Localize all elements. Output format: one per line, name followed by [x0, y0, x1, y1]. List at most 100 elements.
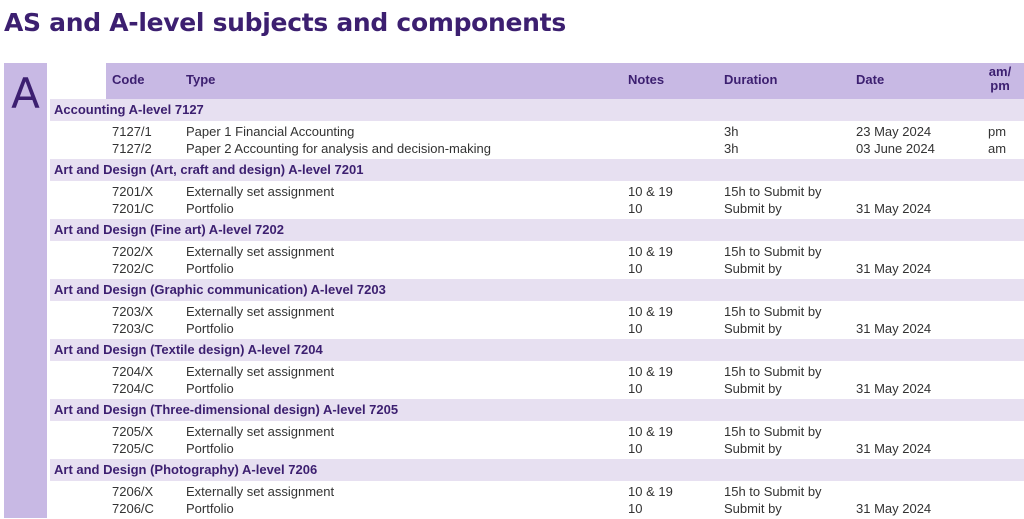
component-notes: 10	[628, 261, 643, 276]
component-notes: 10 & 19	[628, 424, 673, 439]
subject-name: Art and Design (Photography) A-level 720…	[54, 462, 318, 477]
component-code: 7127/1	[112, 124, 152, 139]
header-ampm-line1: am/	[988, 64, 1012, 79]
component-group: 7201/X Externally set assignment 10 & 19 15…	[50, 181, 1024, 219]
component-type: Portfolio	[186, 261, 234, 276]
table-row: 7201/C Portfolio 10 Submit by 31 May 2024	[50, 200, 1024, 217]
component-type: Portfolio	[186, 441, 234, 456]
subjects-table: Code Type Notes Duration Date am/ pm Acc…	[50, 63, 1024, 519]
component-notes: 10	[628, 321, 643, 336]
header-code: Code	[112, 72, 145, 87]
table-row: 7206/C Portfolio 10 Submit by 31 May 2024	[50, 500, 1024, 517]
component-notes: 10 & 19	[628, 484, 673, 499]
component-type: Externally set assignment	[186, 304, 335, 319]
component-date: 31 May 2024	[856, 321, 932, 336]
subject-name: Art and Design (Graphic communication) A…	[54, 282, 386, 297]
component-code: 7202/C	[112, 261, 154, 276]
table-row: 7127/2 Paper 2 Accounting for analysis an…	[50, 140, 1024, 157]
subject-name: Art and Design (Three-dimensional design…	[54, 402, 399, 417]
header-ampm-line2: pm	[990, 78, 1010, 93]
component-duration: 15h to Submit by	[724, 424, 822, 439]
component-group: 7205/X Externally set assignment 10 & 19 15…	[50, 421, 1024, 459]
header-notes: Notes	[628, 72, 665, 87]
component-group: 7204/X Externally set assignment 10 & 19 15…	[50, 361, 1024, 399]
component-code: 7203/X	[112, 304, 154, 319]
table-row: 7203/X Externally set assignment 10 & 19 15…	[50, 303, 1024, 320]
section-letter: A	[11, 69, 40, 118]
header-type: Type	[186, 72, 216, 87]
header-duration: Duration	[724, 72, 778, 87]
table-row: 7202/C Portfolio 10 Submit by 31 May 2024	[50, 260, 1024, 277]
component-code: 7205/X	[112, 424, 154, 439]
component-code: 7201/X	[112, 184, 154, 199]
table-row: 7206/X Externally set assignment 10 & 19 15…	[50, 483, 1024, 500]
component-date: 03 June 2024	[856, 141, 935, 156]
table-header: Code Type Notes Duration Date am/ pm	[106, 63, 1024, 99]
subject-heading: Art and Design (Art, craft and design) A…	[50, 159, 1024, 181]
subject-name: Art and Design (Fine art) A-level 7202	[54, 222, 284, 237]
subject-heading: Art and Design (Photography) A-level 720…	[50, 459, 1024, 481]
component-ampm: pm	[988, 124, 1007, 139]
component-duration: Submit by	[724, 381, 782, 396]
table-row: 7204/C Portfolio 10 Submit by 31 May 2024	[50, 380, 1024, 397]
component-code: 7206/C	[112, 501, 154, 516]
component-notes: 10	[628, 381, 643, 396]
component-code: 7201/C	[112, 201, 154, 216]
header-ampm: am/ pm	[980, 65, 1020, 93]
component-notes: 10	[628, 201, 643, 216]
component-duration: 3h	[724, 141, 739, 156]
component-date: 31 May 2024	[856, 261, 932, 276]
component-group: 7202/X Externally set assignment 10 & 19 15…	[50, 241, 1024, 279]
component-duration: 15h to Submit by	[724, 244, 822, 259]
component-code: 7204/X	[112, 364, 154, 379]
component-type: Externally set assignment	[186, 184, 335, 199]
component-type: Portfolio	[186, 381, 234, 396]
subject-heading: Accounting A-level 7127	[50, 99, 1024, 121]
component-duration: Submit by	[724, 321, 782, 336]
table-row: 7203/C Portfolio 10 Submit by 31 May 2024	[50, 320, 1024, 337]
component-date: 23 May 2024	[856, 124, 932, 139]
component-notes: 10 & 19	[628, 364, 673, 379]
component-duration: Submit by	[724, 441, 782, 456]
component-duration: Submit by	[724, 501, 782, 516]
subject-name: Art and Design (Textile design) A-level …	[54, 342, 323, 357]
table-body: Accounting A-level 7127 7127/1 Paper 1 Fin…	[50, 99, 1024, 519]
component-type: Externally set assignment	[186, 364, 335, 379]
component-type: Externally set assignment	[186, 424, 335, 439]
component-notes: 10 & 19	[628, 184, 673, 199]
component-notes: 10 & 19	[628, 244, 673, 259]
subject-name: Accounting A-level 7127	[54, 102, 204, 117]
component-type: Portfolio	[186, 321, 234, 336]
component-duration: 15h to Submit by	[724, 184, 822, 199]
component-date: 31 May 2024	[856, 501, 932, 516]
table-row: 7127/1 Paper 1 Financial Accounting 3h 23 M…	[50, 123, 1024, 140]
component-duration: 15h to Submit by	[724, 364, 822, 379]
component-code: 7127/2	[112, 141, 152, 156]
component-date: 31 May 2024	[856, 381, 932, 396]
subject-heading: Art and Design (Textile design) A-level …	[50, 339, 1024, 361]
table-row: 7201/X Externally set assignment 10 & 19 15…	[50, 183, 1024, 200]
component-duration: Submit by	[724, 201, 782, 216]
component-duration: 3h	[724, 124, 739, 139]
component-duration: 15h to Submit by	[724, 484, 822, 499]
component-group: 7203/X Externally set assignment 10 & 19 15…	[50, 301, 1024, 339]
component-type: Externally set assignment	[186, 244, 335, 259]
subject-heading: Art and Design (Three-dimensional design…	[50, 399, 1024, 421]
component-type: Externally set assignment	[186, 484, 335, 499]
component-ampm: am	[988, 141, 1007, 156]
component-code: 7205/C	[112, 441, 154, 456]
component-type: Paper 2 Accounting for analysis and deci…	[186, 141, 491, 156]
component-duration: Submit by	[724, 261, 782, 276]
component-duration: 15h to Submit by	[724, 304, 822, 319]
component-code: 7206/X	[112, 484, 154, 499]
component-notes: 10	[628, 501, 643, 516]
component-group: 7127/1 Paper 1 Financial Accounting 3h 23 M…	[50, 121, 1024, 159]
component-code: 7203/C	[112, 321, 154, 336]
component-notes: 10	[628, 441, 643, 456]
component-group: 7206/X Externally set assignment 10 & 19 15…	[50, 481, 1024, 519]
header-date: Date	[856, 72, 885, 87]
component-type: Paper 1 Financial Accounting	[186, 124, 355, 139]
subject-name: Art and Design (Art, craft and design) A…	[54, 162, 364, 177]
component-date: 31 May 2024	[856, 201, 932, 216]
table-row: 7202/X Externally set assignment 10 & 19 15…	[50, 243, 1024, 260]
